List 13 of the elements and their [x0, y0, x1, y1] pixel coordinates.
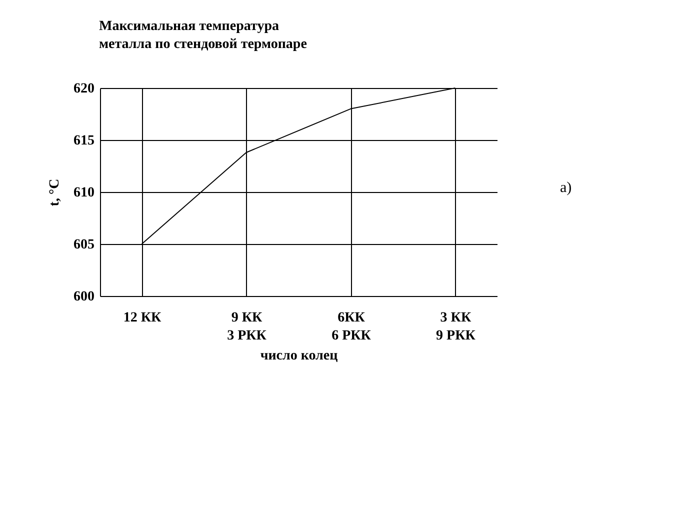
y-tick-label: 620	[74, 82, 94, 96]
y-tick-label: 605	[74, 238, 94, 252]
x-tick-label: 3 КК 9 РКК	[436, 310, 476, 344]
x-tick-label: 6КК 6 РКК	[332, 310, 372, 344]
text: Максимальная температура	[99, 19, 279, 34]
y-tick-label: 610	[74, 186, 94, 200]
y-tick-label: 615	[74, 134, 94, 148]
text: а)	[560, 180, 572, 197]
text: металла по стендовой термопаре	[99, 37, 307, 52]
x-tick-label: 12 КК	[123, 310, 162, 326]
x-axis-title: число колец	[260, 348, 338, 364]
y-tick-label: 600	[74, 290, 94, 304]
y-axis-title: t, °C	[48, 178, 62, 206]
